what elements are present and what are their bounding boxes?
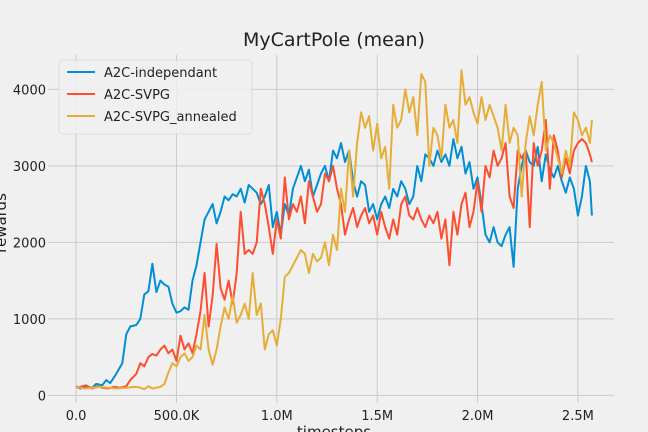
x-axis-ticks: 0.0 500.0K 1.0M 1.5M 2.0M 2.5M — [66, 409, 594, 424]
y-tick-label: 1000 — [13, 313, 46, 328]
x-axis-label: timesteps — [297, 423, 371, 432]
x-tick-label: 1.5M — [361, 409, 393, 424]
x-tick-label: 1.0M — [261, 409, 293, 424]
series-line-a2c-independant — [75, 138, 593, 390]
x-tick-label: 500.0K — [154, 409, 200, 424]
legend-label: A2C-SVPG — [104, 88, 170, 103]
legend: A2C-independant A2C-SVPG A2C-SVPG_annealed — [58, 59, 253, 135]
legend-label: A2C-independant — [104, 66, 217, 81]
series-lines — [75, 69, 593, 391]
legend-box — [58, 59, 253, 135]
y-tick-label: 2000 — [13, 236, 46, 251]
chart-title: MyCartPole (mean) — [243, 29, 425, 51]
y-axis-ticks: 0 1000 2000 3000 4000 — [13, 83, 46, 404]
y-tick-label: 0 — [38, 389, 46, 404]
y-axis-label: rewards — [0, 193, 10, 253]
series-line-a2c-svpg — [75, 119, 593, 390]
legend-label: A2C-SVPG_annealed — [104, 110, 237, 125]
x-tick-label: 0.0 — [66, 409, 87, 424]
y-tick-label: 4000 — [13, 83, 46, 98]
x-tick-label: 2.0M — [462, 409, 494, 424]
y-tick-label: 3000 — [13, 160, 46, 175]
series-line-a2c-svpg-annealed — [75, 69, 593, 391]
x-tick-label: 2.5M — [562, 409, 594, 424]
